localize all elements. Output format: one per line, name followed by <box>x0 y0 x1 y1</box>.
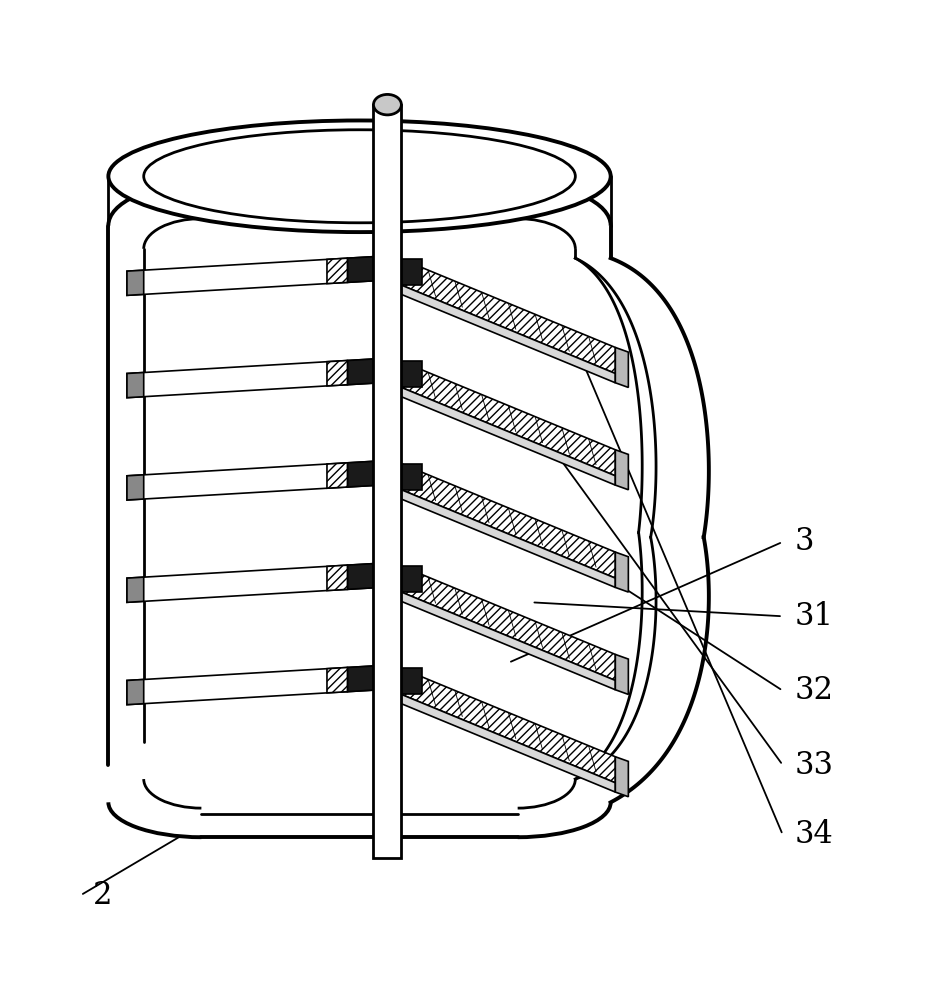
Polygon shape <box>327 463 347 488</box>
Polygon shape <box>616 757 628 797</box>
Ellipse shape <box>108 120 611 232</box>
Polygon shape <box>401 361 422 387</box>
Polygon shape <box>401 259 422 285</box>
Polygon shape <box>327 361 347 386</box>
Text: 3: 3 <box>795 526 815 557</box>
Polygon shape <box>127 461 373 500</box>
Text: 33: 33 <box>795 750 834 781</box>
Polygon shape <box>401 387 616 485</box>
Polygon shape <box>347 257 373 282</box>
Polygon shape <box>347 461 373 487</box>
Polygon shape <box>401 464 422 490</box>
Polygon shape <box>327 565 347 591</box>
Polygon shape <box>347 359 373 385</box>
Polygon shape <box>347 564 373 589</box>
Polygon shape <box>616 347 628 387</box>
Polygon shape <box>127 257 373 295</box>
Text: 2: 2 <box>92 880 112 911</box>
Polygon shape <box>127 475 144 500</box>
Polygon shape <box>373 105 401 858</box>
Polygon shape <box>127 577 144 602</box>
Text: 32: 32 <box>795 675 834 706</box>
Polygon shape <box>616 450 628 490</box>
Polygon shape <box>401 464 616 578</box>
Polygon shape <box>401 361 616 476</box>
Polygon shape <box>127 359 373 398</box>
Polygon shape <box>327 258 347 284</box>
Polygon shape <box>401 694 616 792</box>
Polygon shape <box>127 666 373 705</box>
Text: 31: 31 <box>795 601 834 632</box>
Polygon shape <box>616 654 628 694</box>
Polygon shape <box>401 566 616 680</box>
Polygon shape <box>401 566 422 592</box>
Text: 34: 34 <box>795 819 833 850</box>
Polygon shape <box>401 259 616 373</box>
Polygon shape <box>127 679 144 705</box>
Polygon shape <box>373 105 401 858</box>
Polygon shape <box>327 667 347 693</box>
Polygon shape <box>401 592 616 690</box>
Polygon shape <box>616 552 628 592</box>
Polygon shape <box>401 668 616 783</box>
Polygon shape <box>127 373 144 398</box>
Polygon shape <box>127 564 373 602</box>
Polygon shape <box>401 285 616 383</box>
Ellipse shape <box>373 94 401 115</box>
Polygon shape <box>347 666 373 692</box>
Polygon shape <box>127 270 144 295</box>
Polygon shape <box>401 490 616 587</box>
Polygon shape <box>401 668 422 694</box>
